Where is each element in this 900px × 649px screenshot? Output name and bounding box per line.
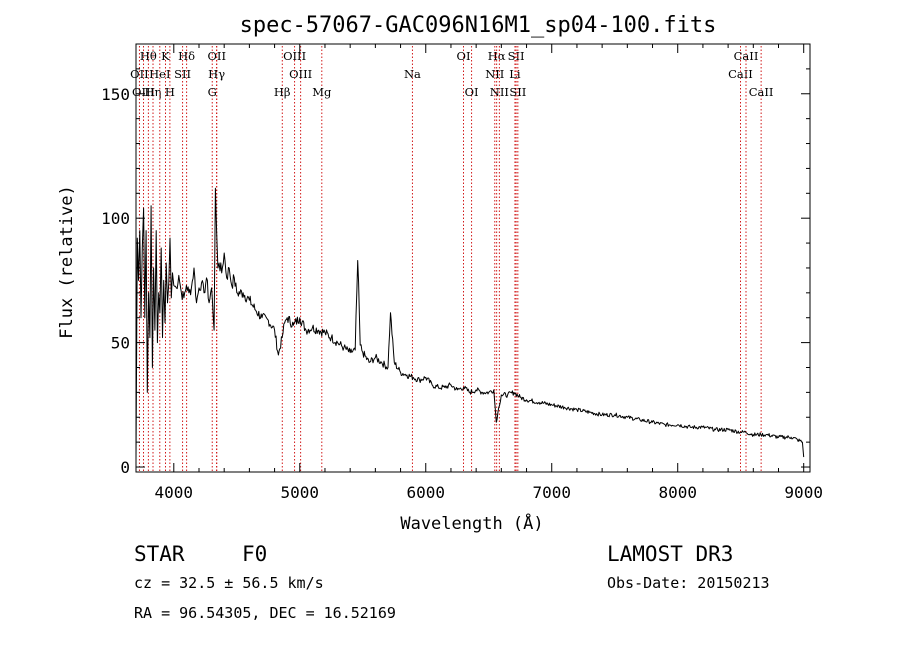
y-tick-label-2: 100: [101, 209, 130, 228]
line-label-6: H: [165, 85, 175, 99]
line-label-14: OIII: [289, 67, 312, 81]
y-tick-label-1: 50: [111, 334, 130, 353]
line-label-4: HeI: [149, 67, 170, 81]
line-label-18: OI: [465, 85, 479, 99]
plot-frame: [135, 43, 811, 473]
line-label-26: CaII: [734, 49, 759, 63]
x-tick-label-0: 4000: [155, 483, 194, 502]
line-label-2: OIII: [132, 85, 155, 99]
line-label-19: Hα: [488, 49, 506, 63]
y-axis-label: Flux (relative): [57, 185, 77, 339]
line-label-24: SII: [509, 85, 526, 99]
object-class: STAR: [134, 542, 185, 566]
line-label-13: OIII: [283, 49, 306, 63]
y-tick-label-0: 0: [120, 458, 130, 477]
object-subclass: F0: [242, 542, 267, 566]
axis-ticks: 4000 5000 6000 7000 8000 9000 0 50 100 150: [101, 44, 823, 502]
survey-name: LAMOST DR3: [607, 542, 733, 566]
redshift-velocity: cz = 32.5 ± 56.5 km/s: [134, 574, 324, 592]
x-tick-label-5: 9000: [784, 483, 823, 502]
line-label-3: Hη: [145, 85, 162, 99]
line-label-21: NII: [490, 85, 509, 99]
series-line-0: [135, 187, 805, 460]
x-tick-label-1: 5000: [281, 483, 320, 502]
x-tick-label-4: 8000: [658, 483, 697, 502]
line-label-12: Hβ: [274, 85, 291, 99]
x-tick-label-3: 7000: [532, 483, 571, 502]
coordinates: RA = 96.54305, DEC = 16.52169: [134, 604, 396, 622]
line-label-27: CaII: [749, 85, 774, 99]
observation-date: Obs-Date: 20150213: [607, 574, 770, 592]
line-label-5: K: [161, 49, 170, 63]
y-tick-label-3: 150: [101, 85, 130, 104]
line-label-16: Na: [404, 67, 421, 81]
line-label-9: OII: [207, 49, 226, 63]
series-layer: [135, 187, 805, 460]
line-label-23: Li: [509, 67, 521, 81]
line-label-17: OI: [457, 49, 471, 63]
line-label-11: G: [208, 85, 217, 99]
line-label-15: Mg: [312, 85, 332, 99]
line-label-25: CaII: [728, 67, 753, 81]
line-label-22: SII: [508, 49, 525, 63]
chart-title: spec-57067-GAC096N16M1_sp04-100.fits: [240, 13, 717, 38]
line-label-0: Hθ: [140, 49, 157, 63]
line-label-10: Hγ: [208, 67, 225, 81]
line-label-7: SII: [174, 67, 191, 81]
x-tick-label-2: 6000: [406, 483, 445, 502]
line-label-20: NII: [485, 67, 504, 81]
line-label-1: OII: [130, 67, 149, 81]
line-label-8: Hδ: [178, 49, 195, 63]
x-axis-label: Wavelength (Å): [400, 512, 543, 534]
